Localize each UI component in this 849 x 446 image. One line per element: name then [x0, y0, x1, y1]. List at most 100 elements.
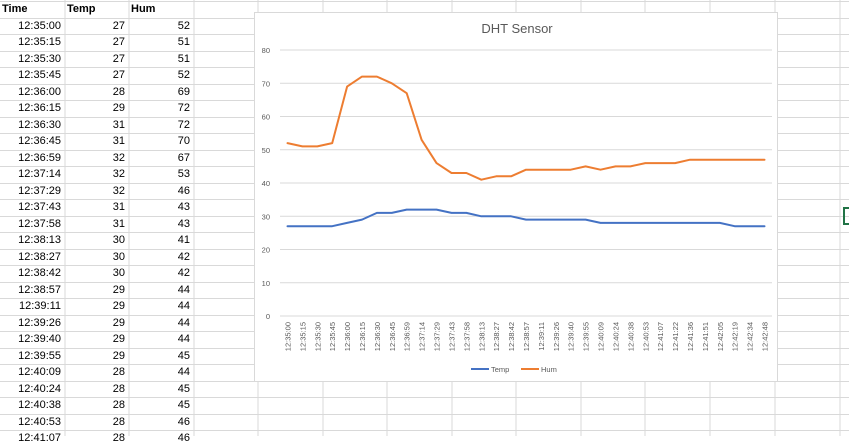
x-tick-label: 12:40:24: [611, 322, 620, 351]
data-cell-time[interactable]: 12:38:57: [18, 283, 61, 296]
data-cell-temp[interactable]: 28: [112, 382, 125, 395]
column-header-time[interactable]: Time: [2, 3, 28, 15]
x-tick-label: 12:38:42: [507, 322, 516, 351]
data-cell-time[interactable]: 12:36:45: [18, 135, 61, 147]
data-cell-time[interactable]: 12:37:29: [18, 184, 61, 197]
x-tick-label: 12:40:09: [597, 322, 606, 351]
data-cell-hum[interactable]: 52: [177, 19, 190, 32]
data-cell-time[interactable]: 12:39:26: [18, 316, 61, 329]
x-tick-label: 12:40:53: [641, 322, 650, 351]
data-cell-temp[interactable]: 29: [112, 349, 125, 362]
data-cell-time[interactable]: 12:36:15: [18, 102, 61, 114]
data-cell-time[interactable]: 12:38:42: [18, 267, 61, 279]
data-cell-temp[interactable]: 32: [112, 184, 125, 197]
data-cell-temp[interactable]: 28: [112, 415, 125, 428]
x-tick-label: 12:36:15: [358, 322, 367, 351]
data-cell-temp[interactable]: 31: [112, 201, 125, 213]
data-cell-hum[interactable]: 72: [177, 102, 190, 114]
y-tick-label: 10: [262, 279, 270, 288]
data-cell-hum[interactable]: 46: [177, 415, 190, 428]
data-cell-hum[interactable]: 51: [177, 36, 190, 48]
column-header-hum[interactable]: Hum: [131, 3, 156, 15]
data-cell-hum[interactable]: 53: [177, 168, 190, 180]
data-cell-hum[interactable]: 51: [177, 52, 190, 65]
data-cell-temp[interactable]: 27: [112, 19, 125, 32]
data-cell-hum[interactable]: 45: [177, 382, 190, 395]
x-tick-label: 12:38:57: [522, 322, 531, 351]
data-cell-temp[interactable]: 30: [112, 234, 125, 246]
x-tick-label: 12:42:34: [746, 322, 755, 351]
data-cell-hum[interactable]: 43: [177, 201, 190, 213]
chart-object[interactable]: DHT Sensor 0 10 20 30 40 50 60 70 80 12:35:00 12:35…: [254, 12, 778, 382]
y-tick-label: 20: [262, 246, 270, 255]
data-cell-time[interactable]: 12:37:43: [18, 201, 61, 213]
data-cell-temp[interactable]: 31: [112, 217, 125, 230]
data-cell-temp[interactable]: 29: [112, 316, 125, 329]
column-header-temp[interactable]: Temp: [67, 3, 96, 15]
data-cell-time[interactable]: 12:35:30: [18, 52, 61, 65]
data-cell-temp[interactable]: 28: [112, 399, 125, 411]
data-cell-time[interactable]: 12:37:14: [18, 168, 61, 180]
x-tick-label: 12:36:00: [343, 322, 352, 351]
y-tick-label: 70: [262, 79, 270, 88]
data-cell-time[interactable]: 12:40:38: [18, 399, 61, 411]
data-cell-time[interactable]: 12:40:24: [18, 382, 61, 395]
data-cell-temp[interactable]: 31: [112, 135, 125, 147]
x-tick-label: 12:41:51: [701, 322, 710, 351]
data-cell-hum[interactable]: 42: [177, 250, 190, 263]
active-cell-selection[interactable]: [843, 207, 849, 225]
x-tick-label: 12:37:58: [462, 322, 471, 351]
data-cell-time[interactable]: 12:36:30: [18, 118, 61, 131]
y-tick-label: 50: [262, 146, 270, 155]
data-cell-temp[interactable]: 32: [112, 151, 125, 164]
data-cell-temp[interactable]: 30: [112, 250, 125, 263]
data-cell-hum[interactable]: 44: [177, 300, 190, 312]
data-cell-temp[interactable]: 31: [112, 118, 125, 131]
data-cell-time[interactable]: 12:39:55: [18, 349, 61, 362]
data-cell-hum[interactable]: 46: [177, 432, 190, 444]
data-cell-hum[interactable]: 42: [177, 267, 190, 279]
data-cell-time[interactable]: 12:37:58: [18, 217, 61, 230]
data-cell-time[interactable]: 12:35:15: [18, 36, 61, 48]
data-cell-hum[interactable]: 67: [177, 151, 190, 164]
data-cell-hum[interactable]: 52: [177, 69, 190, 81]
data-cell-temp[interactable]: 27: [112, 52, 125, 65]
data-cell-hum[interactable]: 45: [177, 349, 190, 362]
data-cell-temp[interactable]: 28: [112, 85, 125, 98]
data-cell-time[interactable]: 12:39:40: [18, 333, 61, 345]
data-cell-temp[interactable]: 32: [112, 168, 125, 180]
data-cell-time[interactable]: 12:36:59: [18, 151, 61, 164]
data-cell-hum[interactable]: 44: [177, 316, 190, 329]
data-cell-time[interactable]: 12:40:53: [18, 415, 61, 428]
x-tick-label: 12:37:43: [447, 322, 456, 351]
data-cell-temp[interactable]: 27: [112, 36, 125, 48]
data-cell-time[interactable]: 12:41:07: [18, 432, 61, 444]
data-cell-hum[interactable]: 46: [177, 184, 190, 197]
data-cell-temp[interactable]: 28: [112, 366, 125, 378]
data-cell-time[interactable]: 12:35:45: [18, 69, 61, 81]
data-cell-time[interactable]: 12:36:00: [18, 85, 61, 98]
data-cell-temp[interactable]: 29: [112, 102, 125, 114]
data-cell-temp[interactable]: 29: [112, 333, 125, 345]
x-tick-label: 12:38:13: [477, 322, 486, 351]
data-cell-hum[interactable]: 44: [177, 333, 190, 345]
data-cell-hum[interactable]: 41: [177, 234, 190, 246]
data-cell-hum[interactable]: 72: [177, 118, 190, 131]
data-cell-temp[interactable]: 27: [112, 69, 125, 81]
data-cell-hum[interactable]: 44: [177, 283, 190, 296]
data-cell-hum[interactable]: 45: [177, 399, 190, 411]
data-cell-hum[interactable]: 43: [177, 217, 190, 230]
data-cell-temp[interactable]: 29: [112, 300, 125, 312]
data-cell-time[interactable]: 12:38:27: [18, 250, 61, 263]
data-cell-time[interactable]: 12:40:09: [18, 366, 61, 378]
data-cell-hum[interactable]: 44: [177, 366, 190, 378]
data-cell-temp[interactable]: 28: [112, 432, 125, 444]
data-cell-hum[interactable]: 69: [177, 85, 190, 98]
data-cell-temp[interactable]: 29: [112, 283, 125, 296]
data-cell-time[interactable]: 12:35:00: [18, 19, 61, 32]
data-cell-temp[interactable]: 30: [112, 267, 125, 279]
data-cell-time[interactable]: 12:38:13: [18, 234, 61, 246]
x-tick-label: 12:39:11: [537, 322, 546, 351]
data-cell-time[interactable]: 12:39:11: [18, 300, 61, 312]
data-cell-hum[interactable]: 70: [177, 135, 190, 147]
